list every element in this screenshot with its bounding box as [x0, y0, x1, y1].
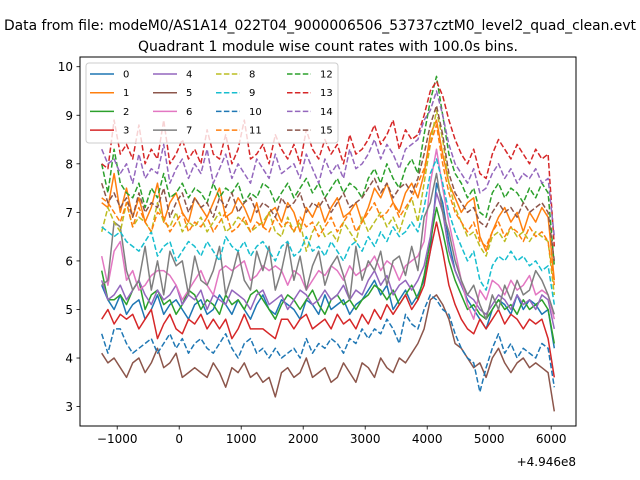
legend-label-0: 0 [123, 70, 129, 81]
legend-label-14: 14 [320, 107, 333, 118]
legend-label-11: 11 [249, 126, 262, 137]
series-line-3 [101, 221, 556, 378]
legend-label-3: 3 [123, 126, 129, 137]
series-line-8 [100, 109, 556, 295]
series-line-13 [101, 80, 556, 247]
x-offset-label: +4.946e8 [517, 455, 576, 469]
y-tick-label: 10 [58, 60, 73, 74]
legend-label-9: 9 [249, 88, 255, 99]
series-line-7 [101, 172, 556, 320]
legend-label-15: 15 [320, 126, 333, 137]
y-tick-label: 3 [65, 400, 73, 414]
series-line-10 [100, 294, 556, 393]
y-tick-label: 5 [65, 303, 73, 317]
series-line-1 [101, 119, 556, 281]
y-tick-label: 7 [65, 206, 73, 220]
series-line-12 [100, 75, 556, 266]
y-axis: 3 4 5 6 7 8 9 10 [58, 60, 80, 414]
series-line-5 [101, 294, 556, 412]
legend-label-8: 8 [249, 70, 255, 81]
legend-label-6: 6 [186, 107, 192, 118]
y-tick-label: 6 [65, 254, 73, 268]
series-line-2 [100, 206, 556, 344]
series-line-11 [101, 124, 556, 286]
series-line-14 [101, 90, 556, 237]
series-line-6 [100, 148, 556, 320]
legend-label-10: 10 [249, 107, 262, 118]
series-line-0 [101, 182, 556, 349]
legend-label-7: 7 [186, 126, 192, 137]
axes-frame [79, 56, 577, 427]
legend-label-12: 12 [320, 70, 333, 81]
y-tick-label: 8 [65, 157, 73, 171]
x-tick-label: −1000 [97, 432, 138, 446]
x-tick-label: 1000 [226, 432, 257, 446]
x-tick-label: 4000 [412, 432, 443, 446]
x-tick-label: 2000 [288, 432, 319, 446]
y-tick-label: 9 [65, 109, 73, 123]
series-layer [100, 75, 556, 412]
x-tick-label: 5000 [474, 432, 505, 446]
legend-label-4: 4 [186, 70, 192, 81]
chart-title: Quadrant 1 module wise count rates with … [138, 39, 518, 55]
series-line-15 [100, 104, 556, 261]
x-tick-label: 3000 [350, 432, 381, 446]
x-axis: −1000 0 1000 2000 3000 4000 5000 6000 [97, 426, 567, 446]
x-tick-label: 0 [175, 432, 183, 446]
y-tick-label: 4 [65, 352, 73, 366]
legend-label-5: 5 [186, 88, 192, 99]
legend-label-1: 1 [123, 88, 129, 99]
legend-label-2: 2 [123, 107, 129, 118]
series-line-9 [101, 158, 556, 305]
x-tick-label: 6000 [536, 432, 567, 446]
legend-label-13: 13 [320, 88, 333, 99]
legend-box [85, 62, 339, 144]
figure-suptitle: Data from file: modeM0/AS1A14_022T04_900… [4, 18, 637, 34]
